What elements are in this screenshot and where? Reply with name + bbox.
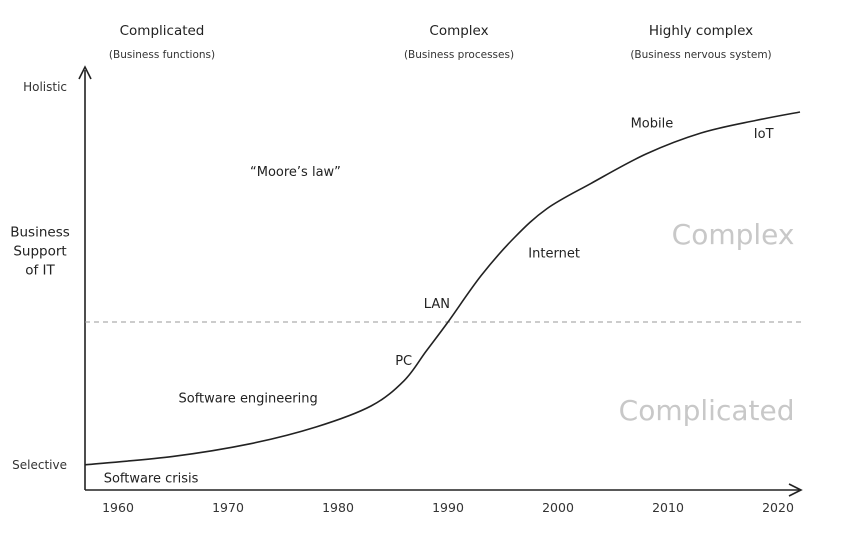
annotation-label: PC [395, 354, 412, 369]
era-title: Highly complex [649, 23, 753, 39]
series-group [84, 111, 801, 466]
y-tick-labels: Selective Holistic [12, 80, 67, 472]
annotation-label: “Moore’s law” [250, 165, 341, 180]
x-tick-label: 2000 [542, 500, 574, 515]
zone-labels: Complex Complicated [619, 218, 795, 427]
era-headers: Complicated (Business functions) Complex (B… [109, 23, 772, 61]
zone-label: Complex [672, 218, 795, 251]
y-tick-label: Selective [12, 458, 67, 472]
y-axis-arrow [78, 65, 92, 80]
y-axis-title-line: Support [13, 244, 66, 260]
era-subtitle: (Business functions) [109, 49, 215, 61]
zone-label: Complicated [619, 394, 795, 427]
era-subtitle: (Business processes) [404, 49, 514, 61]
annotations: Software crisis Software engineering PC LAN… [104, 117, 774, 487]
era-title: Complicated [120, 23, 205, 39]
x-tick-label: 2010 [652, 500, 684, 515]
series-line [84, 111, 801, 466]
x-tick-label: 2020 [762, 500, 794, 515]
y-axis-title-line: Business [10, 225, 70, 241]
y-axis-title: Business Support of IT [10, 225, 70, 279]
annotation-label: IoT [754, 127, 774, 142]
annotation-label: Software engineering [179, 392, 318, 407]
x-tick-label: 1970 [212, 500, 244, 515]
era-title: Complex [429, 23, 488, 39]
x-tick-label: 1980 [322, 500, 354, 515]
axes [78, 65, 803, 497]
y-axis-title-line: of IT [25, 263, 55, 279]
y-tick-label: Holistic [23, 80, 67, 94]
annotation-label: Mobile [631, 117, 674, 132]
era-subtitle: (Business nervous system) [630, 49, 771, 61]
annotation-label: Internet [528, 247, 580, 262]
x-tick-label: 1990 [432, 500, 464, 515]
annotation-label: LAN [424, 297, 450, 312]
x-tick-labels: 1960 1970 1980 1990 2000 2010 2020 [102, 500, 794, 515]
x-tick-label: 1960 [102, 500, 134, 515]
x-axis-arrow [788, 483, 803, 497]
annotation-label: Software crisis [104, 471, 199, 486]
